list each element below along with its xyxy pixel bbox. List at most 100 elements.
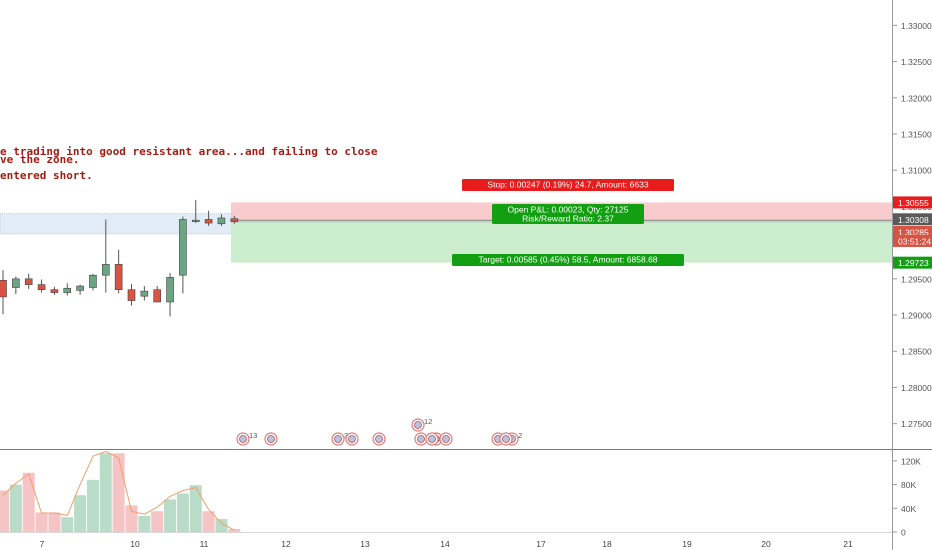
volume-bar [112, 453, 125, 532]
price-tick-label: 1.28000 [901, 383, 932, 393]
entry-price-tag-bg [893, 213, 932, 226]
event-count: 2 [518, 431, 522, 440]
time-tick-label: 10 [130, 539, 140, 549]
candle-body [12, 278, 20, 288]
volume-bar [228, 529, 241, 532]
candle [191, 199, 200, 224]
candle-body [204, 219, 213, 224]
event-flag-icon[interactable]: 13 [236, 431, 257, 446]
event-flag [334, 435, 342, 443]
candle [89, 273, 97, 291]
time-tick-label: 21 [843, 539, 853, 549]
volume-bar [0, 490, 9, 532]
candle-body [0, 279, 7, 298]
candle-body [217, 217, 226, 225]
event-flag-icon[interactable] [264, 432, 278, 446]
volume-bar [176, 493, 189, 532]
volume-ma-line [2, 450, 235, 531]
candle-body [63, 287, 72, 293]
price-tick-label: 1.31000 [901, 166, 932, 176]
pnl-label-bg [492, 204, 644, 224]
volume-bar [74, 495, 87, 532]
candle [63, 283, 72, 296]
volume-bar [99, 453, 112, 532]
current-price-tag-text: 1.30285 [898, 227, 929, 237]
event-count: 12 [424, 417, 432, 426]
event-flag [348, 435, 356, 443]
event-flag-icon[interactable] [372, 432, 386, 446]
time-tick-label: 17 [536, 539, 546, 549]
time-tick-label: 18 [602, 539, 612, 549]
event-flag-icon[interactable]: 12 [411, 417, 432, 432]
candle-body [102, 264, 110, 276]
candle-body [89, 274, 97, 288]
candle [12, 276, 20, 295]
candle [230, 215, 239, 224]
event-count: 3 [344, 431, 348, 440]
candle-body [50, 289, 59, 293]
stop-label: Stop: 0.00247 (0.19%) 24.7, Amount: 6633 [462, 179, 674, 191]
event-flag [417, 435, 425, 443]
price-tick-label: 1.33000 [901, 21, 932, 31]
time-tick-label: 7 [40, 539, 45, 549]
candle [24, 273, 33, 289]
candle [217, 214, 226, 226]
volume-bar [138, 516, 151, 532]
event-flag [502, 435, 510, 443]
event-flag-icon[interactable] [425, 432, 439, 446]
stop-price-tag-text: 1.30555 [898, 198, 929, 208]
candle-body [37, 284, 46, 290]
candle [127, 283, 136, 306]
target-price-tag: 1.29723 [893, 256, 932, 269]
volume-bar [61, 517, 74, 532]
economic-events[interactable]: 133121062 [236, 417, 522, 446]
candle-body [114, 264, 123, 290]
event-flag [267, 435, 275, 443]
volume-bar [9, 484, 22, 532]
entry-price-tag-text: 1.30308 [898, 215, 929, 225]
pnl-label-text: Risk/Reward Ratio: 2.37 [522, 214, 614, 224]
candle [102, 219, 110, 293]
event-flag-icon[interactable] [439, 432, 453, 446]
event-flag-icon[interactable] [499, 432, 513, 446]
position-labels: Stop: 0.00247 (0.19%) 24.7, Amount: 6633… [452, 179, 684, 266]
target-label-bg [452, 254, 684, 266]
volume-bar [86, 479, 99, 532]
price-tick-label: 1.31500 [901, 129, 932, 139]
event-count: 13 [249, 431, 257, 440]
price-tick-label: 1.29500 [901, 274, 932, 284]
candle-body [24, 278, 33, 285]
candle-body [179, 219, 187, 276]
volume-bar [215, 518, 228, 532]
candle [204, 210, 213, 226]
annotation-line-1: e trading into good resistant area...and… [0, 145, 378, 158]
candle-body [76, 285, 84, 291]
price-tick-label: 1.29000 [901, 311, 932, 321]
candle [166, 273, 174, 317]
event-flag-icon[interactable] [345, 432, 359, 446]
annotation-line-3: entered short. [0, 169, 93, 182]
candle-body [166, 277, 174, 303]
resistance-zone [0, 213, 233, 235]
time-tick-label: 14 [440, 539, 450, 549]
target-label: Target: 0.00585 (0.45%) 58.5, Amount: 68… [452, 254, 684, 266]
volume-bar [48, 512, 61, 532]
price-tick-label: 1.28500 [901, 347, 932, 357]
stop-label-text: Stop: 0.00247 (0.19%) 24.7, Amount: 6633 [487, 180, 648, 190]
target-price-tag-text: 1.29723 [898, 258, 929, 268]
candle [140, 286, 149, 301]
candle-body [230, 218, 239, 222]
candle [114, 249, 123, 294]
time-tick-label: 11 [200, 539, 209, 549]
volume-bar [22, 472, 35, 532]
pnl-label-text: Open P&L: 0.00023, Qty: 27125 [508, 205, 629, 215]
volume-tick-label: 80K [901, 480, 916, 490]
annotation-line-2: ve the zone. [0, 153, 80, 166]
candle [37, 279, 46, 293]
price-tick-label: 1.32000 [901, 93, 932, 103]
pnl-label: Open P&L: 0.00023, Qty: 27125Risk/Reward… [492, 204, 644, 224]
countdown-tag-bg [893, 234, 932, 247]
event-flag-icon[interactable]: 3 [331, 431, 348, 446]
